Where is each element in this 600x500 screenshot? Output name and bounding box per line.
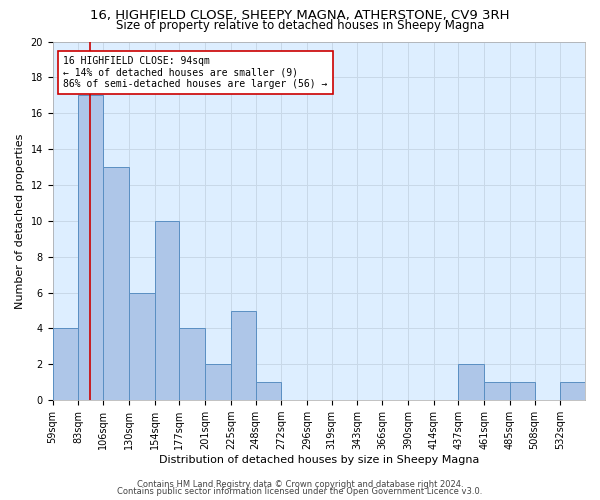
Bar <box>510 382 535 400</box>
Bar <box>484 382 510 400</box>
Text: 16 HIGHFIELD CLOSE: 94sqm
← 14% of detached houses are smaller (9)
86% of semi-d: 16 HIGHFIELD CLOSE: 94sqm ← 14% of detac… <box>63 56 328 89</box>
Bar <box>103 167 129 400</box>
Bar <box>155 221 179 400</box>
Text: 16, HIGHFIELD CLOSE, SHEEPY MAGNA, ATHERSTONE, CV9 3RH: 16, HIGHFIELD CLOSE, SHEEPY MAGNA, ATHER… <box>90 9 510 22</box>
Bar <box>458 364 484 400</box>
Bar <box>179 328 205 400</box>
Bar <box>79 96 103 400</box>
Bar <box>256 382 281 400</box>
Bar <box>560 382 585 400</box>
Bar <box>53 328 79 400</box>
Y-axis label: Number of detached properties: Number of detached properties <box>15 133 25 308</box>
Text: Contains public sector information licensed under the Open Government Licence v3: Contains public sector information licen… <box>118 487 482 496</box>
Text: Contains HM Land Registry data © Crown copyright and database right 2024.: Contains HM Land Registry data © Crown c… <box>137 480 463 489</box>
Bar <box>231 310 256 400</box>
Text: Size of property relative to detached houses in Sheepy Magna: Size of property relative to detached ho… <box>116 19 484 32</box>
Bar <box>205 364 231 400</box>
Bar <box>129 292 155 400</box>
X-axis label: Distribution of detached houses by size in Sheepy Magna: Distribution of detached houses by size … <box>158 455 479 465</box>
